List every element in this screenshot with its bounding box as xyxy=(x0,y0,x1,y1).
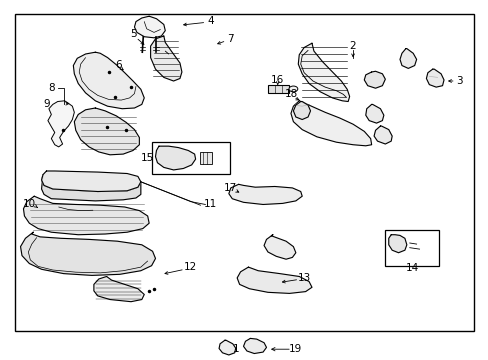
Text: 11: 11 xyxy=(203,199,217,210)
Polygon shape xyxy=(23,196,149,235)
Text: 6: 6 xyxy=(115,60,122,70)
Text: 7: 7 xyxy=(227,34,234,44)
Polygon shape xyxy=(426,69,443,87)
Polygon shape xyxy=(74,108,139,155)
Polygon shape xyxy=(94,276,144,302)
Text: 19: 19 xyxy=(288,344,302,354)
Polygon shape xyxy=(237,267,311,293)
Polygon shape xyxy=(20,232,155,275)
Text: 15: 15 xyxy=(141,153,154,163)
Polygon shape xyxy=(298,43,349,102)
Polygon shape xyxy=(290,101,371,146)
Text: 1: 1 xyxy=(232,344,239,354)
Text: 13: 13 xyxy=(297,273,310,283)
Text: 17: 17 xyxy=(224,183,237,193)
Polygon shape xyxy=(73,52,144,109)
Polygon shape xyxy=(365,104,383,123)
Text: 8: 8 xyxy=(48,83,55,93)
Polygon shape xyxy=(364,71,385,88)
Polygon shape xyxy=(264,235,295,259)
Polygon shape xyxy=(134,16,165,38)
Polygon shape xyxy=(41,175,141,201)
Polygon shape xyxy=(388,235,406,253)
Bar xyxy=(151,142,229,174)
Text: 4: 4 xyxy=(207,16,214,26)
Polygon shape xyxy=(228,184,302,204)
Polygon shape xyxy=(399,49,416,68)
Text: 16: 16 xyxy=(270,75,284,85)
Text: 9: 9 xyxy=(43,99,50,109)
Text: 3: 3 xyxy=(455,76,462,86)
Bar xyxy=(15,14,473,331)
Text: 2: 2 xyxy=(349,41,356,51)
Polygon shape xyxy=(48,101,74,147)
Bar xyxy=(385,230,438,266)
Polygon shape xyxy=(373,126,391,144)
Polygon shape xyxy=(150,36,182,81)
Text: 14: 14 xyxy=(405,263,418,273)
Polygon shape xyxy=(293,102,310,120)
Text: 10: 10 xyxy=(23,199,36,210)
Polygon shape xyxy=(219,340,235,355)
Ellipse shape xyxy=(288,86,297,92)
Polygon shape xyxy=(243,338,266,354)
Bar xyxy=(199,152,211,164)
Bar xyxy=(267,85,288,93)
Text: 18: 18 xyxy=(284,89,297,99)
Text: 12: 12 xyxy=(183,262,197,272)
Text: 5: 5 xyxy=(129,29,136,39)
Polygon shape xyxy=(155,146,195,170)
Polygon shape xyxy=(41,171,141,192)
